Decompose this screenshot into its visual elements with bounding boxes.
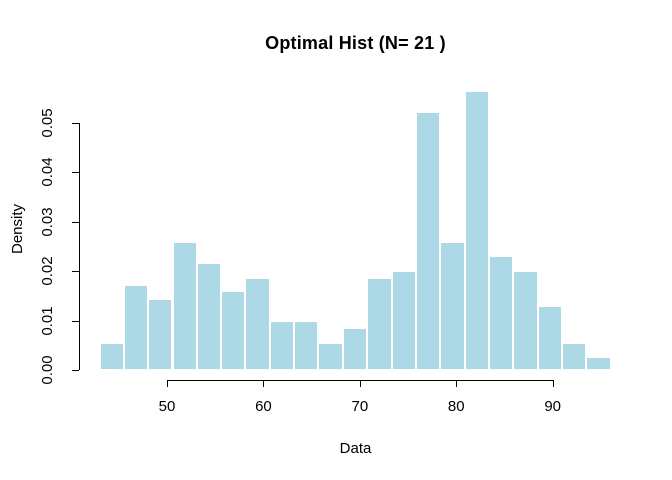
histogram-bar-5 xyxy=(196,263,222,370)
histogram-bar-17 xyxy=(488,255,514,370)
y-tick xyxy=(72,123,79,124)
y-tick-label: 0.03 xyxy=(38,207,56,237)
x-tick xyxy=(359,380,361,387)
y-tick-label: 0.05 xyxy=(38,108,56,138)
histogram-bar-21 xyxy=(586,356,611,370)
histogram-bar-4 xyxy=(172,241,197,370)
histogram-bar-15 xyxy=(440,241,465,370)
y-tick xyxy=(72,370,79,371)
histogram-bar-10 xyxy=(318,342,343,370)
y-tick xyxy=(72,320,79,322)
histogram-bar-16 xyxy=(464,90,489,370)
histogram-bar-20 xyxy=(561,342,587,370)
histogram-bar-8 xyxy=(269,320,295,370)
y-tick xyxy=(72,221,79,223)
y-tick-label: 0.02 xyxy=(38,256,56,286)
x-axis-title: Data xyxy=(339,440,372,457)
histogram-bar-1 xyxy=(99,342,124,370)
histogram-bar-3 xyxy=(148,299,173,370)
x-tick-label: 60 xyxy=(255,398,272,415)
histogram-bar-7 xyxy=(245,277,270,370)
y-tick xyxy=(72,172,79,174)
histogram-bar-6 xyxy=(221,291,246,370)
histogram-bar-13 xyxy=(391,270,416,370)
y-tick-label: 0.00 xyxy=(38,355,56,385)
x-tick-label: 90 xyxy=(544,398,562,415)
y-tick-label: 0.01 xyxy=(38,306,56,336)
x-tick-label: 50 xyxy=(158,398,176,415)
histogram-bar-2 xyxy=(123,285,149,370)
x-tick xyxy=(167,380,168,387)
x-tick-label: 80 xyxy=(447,398,465,415)
x-tick xyxy=(263,380,265,387)
x-tick-label: 70 xyxy=(351,398,369,415)
chart-title: Optimal Hist (N= 21 ) xyxy=(265,33,446,53)
histogram-bar-14 xyxy=(415,112,441,370)
y-axis-line xyxy=(79,123,80,370)
histogram-bar-12 xyxy=(367,277,392,370)
histogram-bar-11 xyxy=(342,328,368,370)
y-tick xyxy=(72,271,79,273)
histogram-bar-19 xyxy=(537,305,562,370)
y-tick-label: 0.04 xyxy=(38,157,56,187)
histogram-bar-9 xyxy=(294,320,319,370)
histogram-bar-18 xyxy=(513,270,538,370)
x-tick xyxy=(456,380,458,387)
x-tick xyxy=(552,380,554,387)
